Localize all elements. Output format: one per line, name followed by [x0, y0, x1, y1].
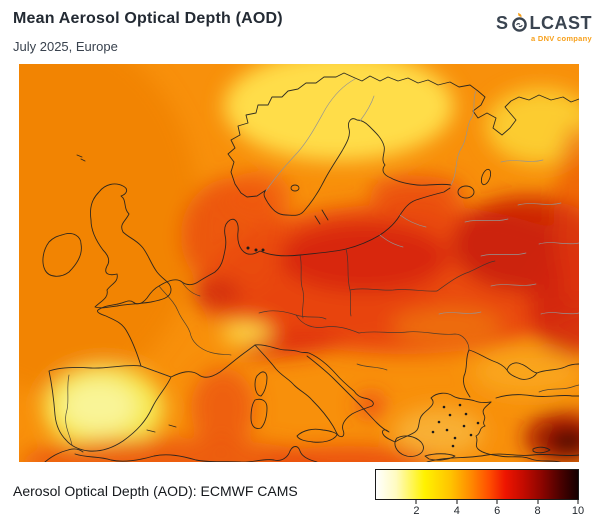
colorbar-tick-mark — [415, 500, 417, 504]
region-borders — [265, 78, 580, 315]
solcast-tagline: a DNV company — [531, 34, 592, 43]
colorbar-tick-label: 6 — [494, 505, 501, 517]
small-islands — [246, 246, 480, 448]
solcast-wordmark-prefix: S — [495, 12, 509, 33]
page-title: Mean Aerosol Optical Depth (AOD) — [13, 10, 283, 27]
colorbar-gradient — [376, 470, 578, 499]
solcast-wordmark-suffix: LCAST — [529, 12, 592, 33]
colorbar-ticks: 2 4 6 8 10 — [376, 500, 584, 518]
solcast-wordmark: S LCAST — [496, 12, 592, 33]
solcast-logo: S LCAST a DNV company — [496, 12, 592, 44]
colorbar-tick-label: 8 — [534, 505, 541, 517]
coastlines — [42, 72, 580, 466]
colorbar-tick-mark — [496, 500, 498, 504]
solcast-sun-icon — [511, 12, 527, 32]
colorbar-tick-label: 4 — [453, 505, 460, 517]
page-subtitle: July 2025, Europe — [13, 39, 118, 54]
aod-heatmap-svg — [0, 34, 600, 486]
colorbar-tick-mark — [456, 500, 458, 504]
colorbar — [375, 469, 579, 500]
colorbar-tick-label: 10 — [571, 505, 585, 517]
colorbar-caption: Aerosol Optical Depth (AOD): ECMWF CAMS — [13, 483, 298, 499]
europe-aod-map — [0, 34, 600, 486]
country-borders — [65, 248, 580, 446]
colorbar-tick-mark — [577, 500, 579, 504]
colorbar-tick-mark — [537, 500, 539, 504]
colorbar-tick-label: 2 — [413, 505, 420, 517]
